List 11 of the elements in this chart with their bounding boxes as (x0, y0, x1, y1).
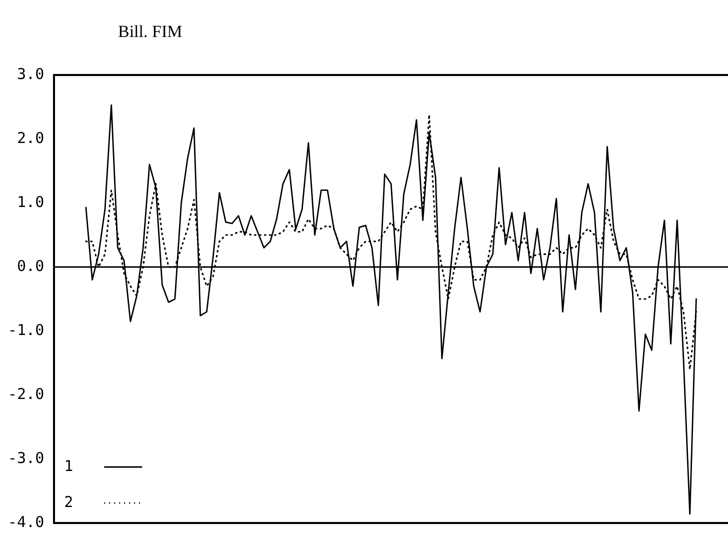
y-tick-label: -3.0 (8, 448, 44, 467)
y-tick-label: 2.0 (17, 128, 44, 147)
y-tick-label: -1.0 (8, 320, 44, 339)
y-tick-label: -4.0 (8, 512, 44, 531)
y-tick-label: -2.0 (8, 384, 44, 403)
legend-label: 1 (64, 456, 74, 475)
y-tick-label: 0.0 (17, 256, 44, 275)
y-tick-label: 1.0 (17, 192, 44, 211)
y-tick-label: 3.0 (17, 64, 44, 83)
legend-label: 2 (64, 492, 74, 511)
chart-title: Bill. FIM (118, 22, 182, 42)
